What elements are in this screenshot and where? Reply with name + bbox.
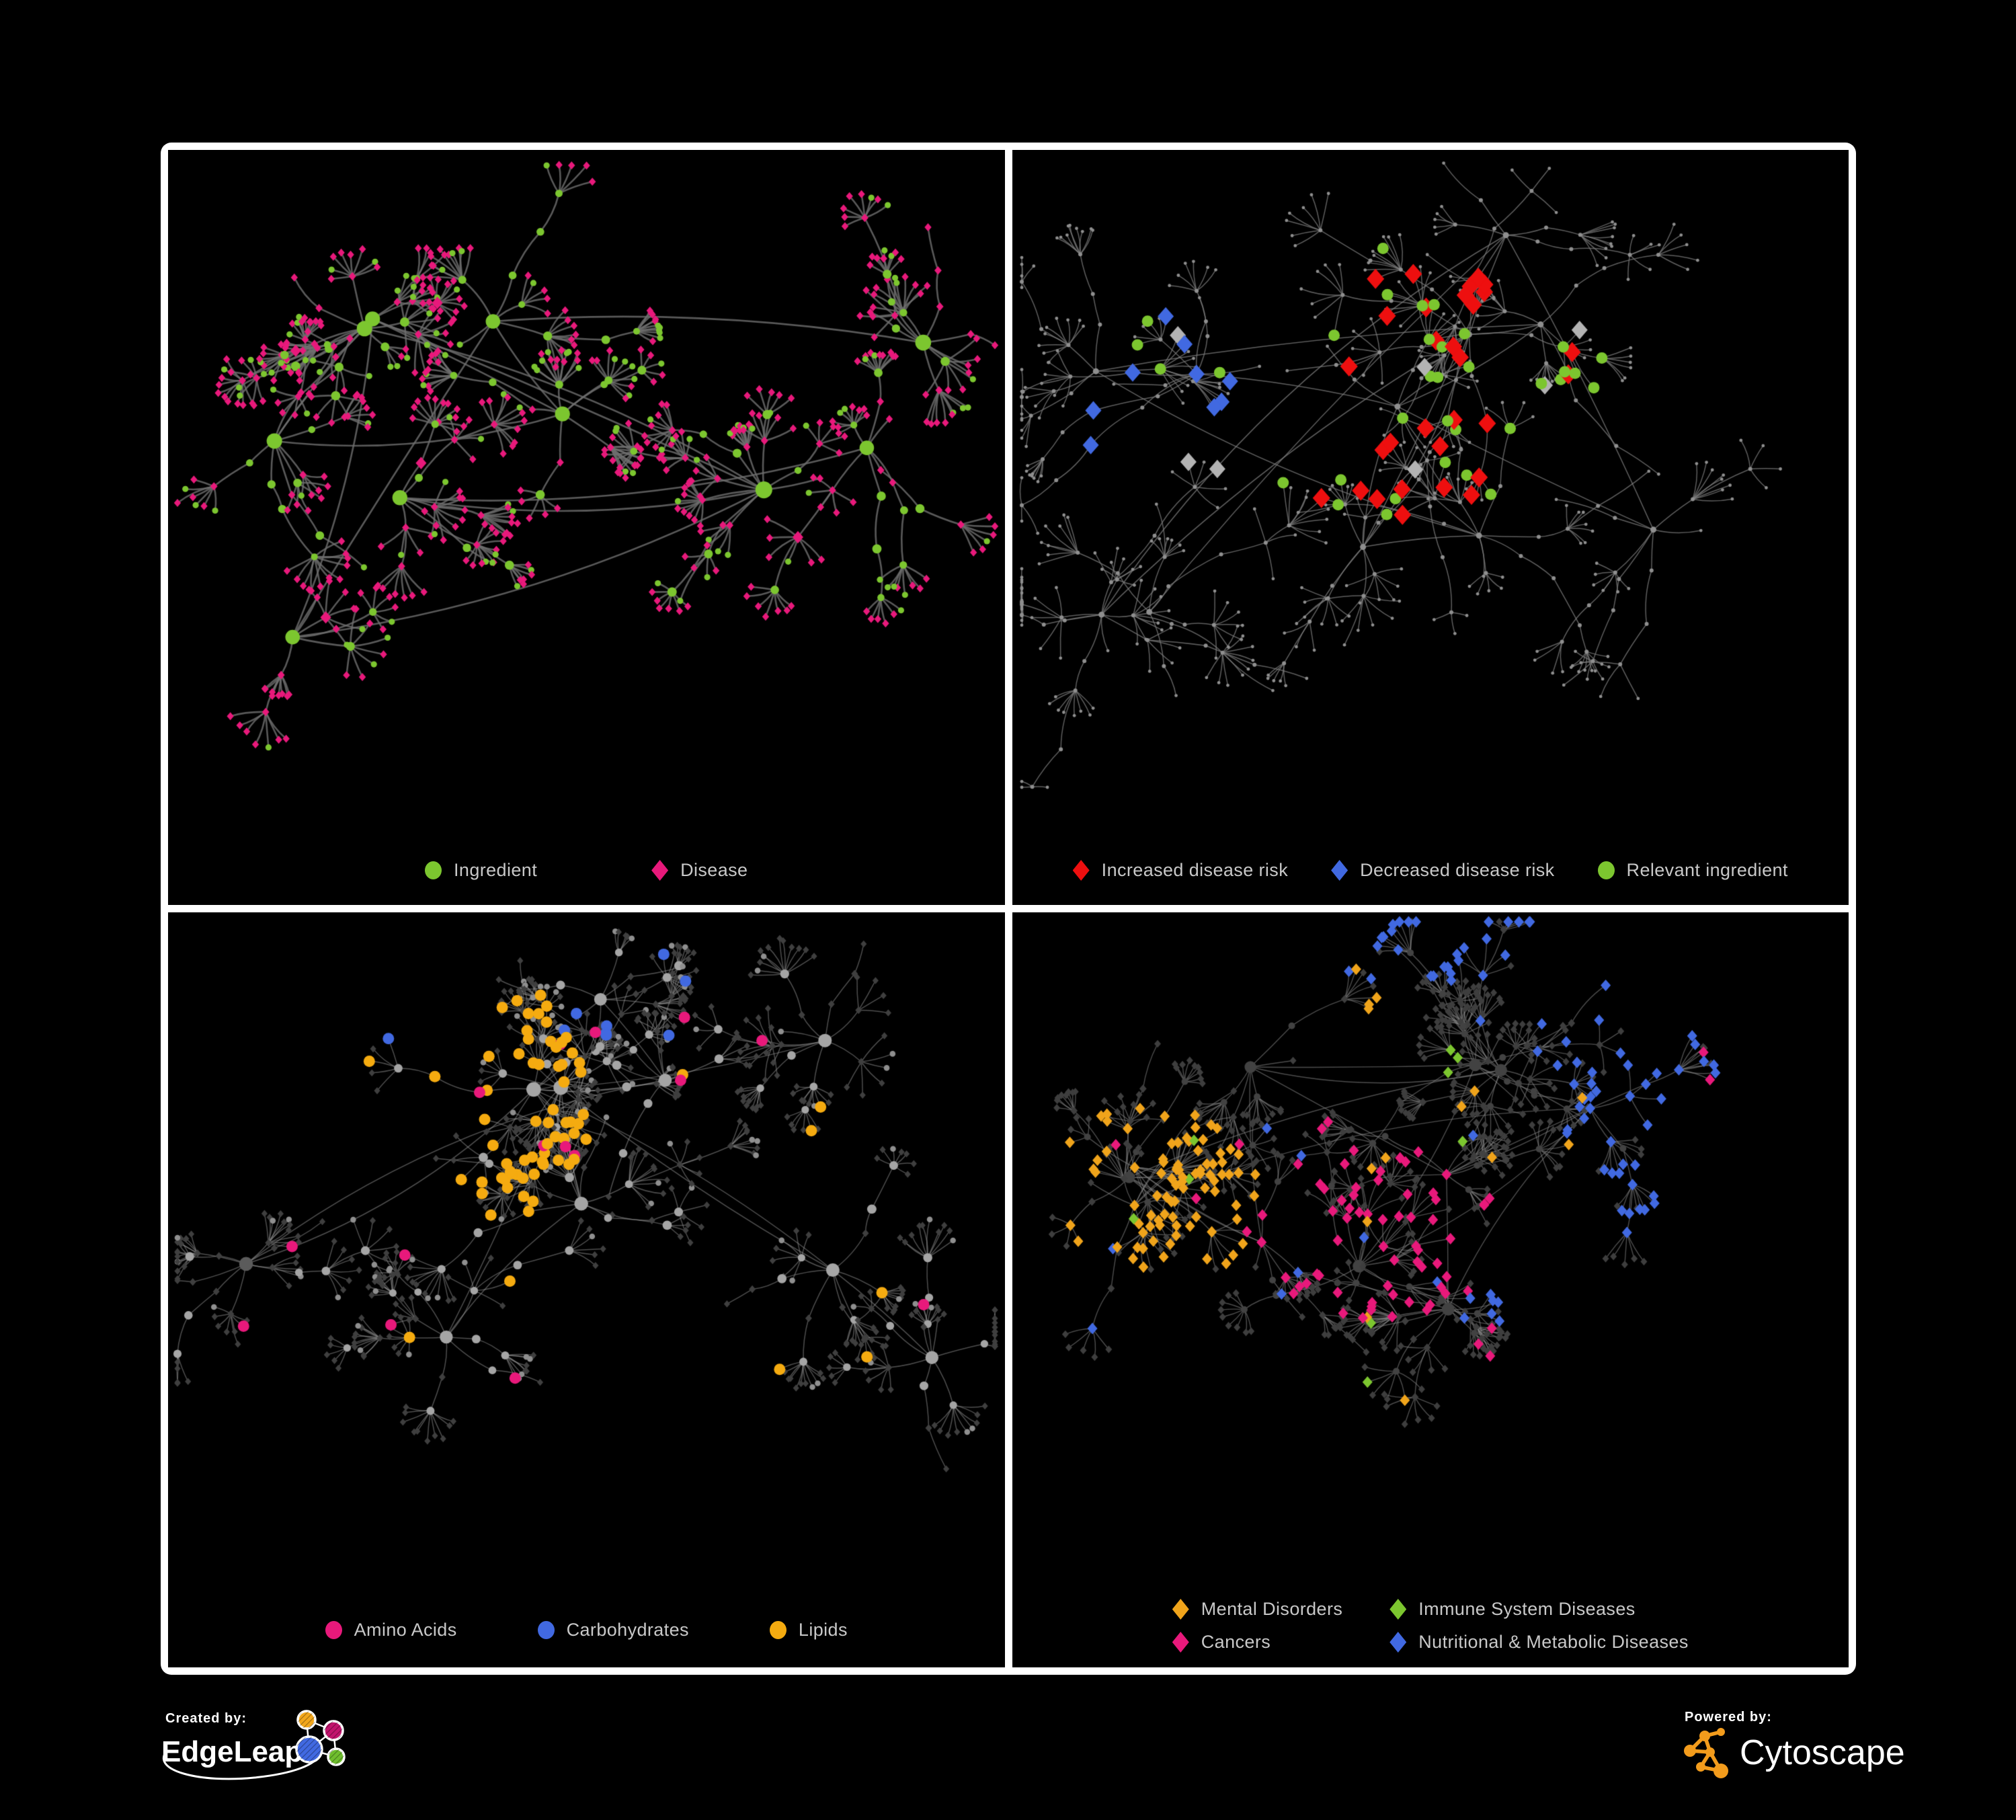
legend-label: Carbohydrates bbox=[566, 1620, 689, 1640]
ingredient-disease-legend: Ingredient Disease bbox=[168, 860, 1005, 881]
panels-frame: Ingredient Disease Increased disease ris… bbox=[161, 143, 1856, 1675]
carbohydrates-marker-icon bbox=[537, 1621, 555, 1639]
legend-label: Nutritional & Metabolic Diseases bbox=[1418, 1632, 1689, 1652]
legend-item-carbohydrates: Carbohydrates bbox=[537, 1620, 689, 1640]
disease-risk-network-canvas bbox=[1012, 150, 1849, 905]
immune-diseases-marker-icon bbox=[1389, 1599, 1407, 1620]
legend-item-cancers: Cancers bbox=[1172, 1632, 1342, 1653]
decreased-risk-marker-icon bbox=[1331, 860, 1348, 881]
legend-item-nutritional-metabolic: Nutritional & Metabolic Diseases bbox=[1389, 1632, 1688, 1653]
edgeleap-wordmark: EdgeLeap bbox=[161, 1735, 303, 1768]
compound-class-network-canvas bbox=[168, 912, 1004, 1667]
cytoscape-network-icon bbox=[1684, 1728, 1728, 1778]
disease-risk-legend: Increased disease risk Decreased disease… bbox=[1012, 860, 1849, 881]
legend-label: Ingredient bbox=[454, 860, 538, 880]
amino-acids-marker-icon bbox=[325, 1621, 342, 1639]
legend-label: Increased disease risk bbox=[1101, 860, 1289, 880]
legend-item-immune-diseases: Immune System Diseases bbox=[1389, 1599, 1688, 1620]
mental-disorders-marker-icon bbox=[1172, 1599, 1189, 1620]
legend-item-disease: Disease bbox=[651, 860, 748, 881]
cytoscape-logo: Powered by: Cytoscape bbox=[1684, 1710, 1905, 1778]
legend-item-lipids: Lipids bbox=[769, 1620, 848, 1640]
edgeleap-swoosh bbox=[162, 1750, 321, 1780]
panel-compound-classes: Amino Acids Carbohydrates Lipids bbox=[168, 912, 1005, 1667]
increased-risk-marker-icon bbox=[1072, 860, 1090, 881]
ingredient-disease-network-canvas bbox=[168, 150, 1004, 905]
legend-label: Mental Disorders bbox=[1201, 1599, 1343, 1619]
ingredient-marker-icon bbox=[425, 861, 442, 879]
cytoscape-credit: Powered by: Cytoscape bbox=[1675, 1704, 1958, 1794]
created-by-label: Created by: bbox=[165, 1711, 247, 1726]
legend-label: Amino Acids bbox=[354, 1620, 457, 1640]
relevant-ingredient-marker-icon bbox=[1597, 861, 1615, 879]
lipids-marker-icon bbox=[769, 1621, 787, 1639]
edgeleap-network-icon bbox=[295, 1710, 346, 1766]
legend-item-relevant-ingredient: Relevant ingredient bbox=[1597, 860, 1788, 881]
edgeleap-credit: Created by: EdgeLeap bbox=[156, 1704, 378, 1794]
cytoscape-wordmark: Cytoscape bbox=[1740, 1733, 1905, 1772]
cancers-marker-icon bbox=[1172, 1632, 1189, 1653]
panel-ingredient-disease: Ingredient Disease bbox=[168, 150, 1005, 905]
edgeleap-logo: Created by: EdgeLeap bbox=[161, 1710, 346, 1780]
disease-class-network-canvas bbox=[1012, 912, 1849, 1667]
powered-by-label: Powered by: bbox=[1685, 1710, 1772, 1725]
legend-item-mental-disorders: Mental Disorders bbox=[1172, 1599, 1342, 1620]
legend-item-increased-risk: Increased disease risk bbox=[1072, 860, 1289, 881]
nutritional-metabolic-marker-icon bbox=[1389, 1632, 1407, 1653]
panel-disease-classes: Mental Disorders Immune System Diseases … bbox=[1012, 912, 1849, 1667]
legend-label: Disease bbox=[680, 860, 748, 880]
legend-label: Cancers bbox=[1201, 1632, 1271, 1652]
legend-label: Immune System Diseases bbox=[1418, 1599, 1636, 1619]
disease-marker-icon bbox=[651, 860, 669, 881]
legend-item-decreased-risk: Decreased disease risk bbox=[1331, 860, 1554, 881]
legend-label: Lipids bbox=[798, 1620, 848, 1640]
legend-label: Relevant ingredient bbox=[1626, 860, 1788, 880]
legend-item-amino-acids: Amino Acids bbox=[325, 1620, 457, 1640]
panel-disease-risk: Increased disease risk Decreased disease… bbox=[1012, 150, 1849, 905]
legend-item-ingredient: Ingredient bbox=[425, 860, 537, 881]
legend-label: Decreased disease risk bbox=[1360, 860, 1555, 880]
disease-class-legend: Mental Disorders Immune System Diseases … bbox=[1012, 1599, 1849, 1653]
compound-class-legend: Amino Acids Carbohydrates Lipids bbox=[168, 1620, 1005, 1640]
